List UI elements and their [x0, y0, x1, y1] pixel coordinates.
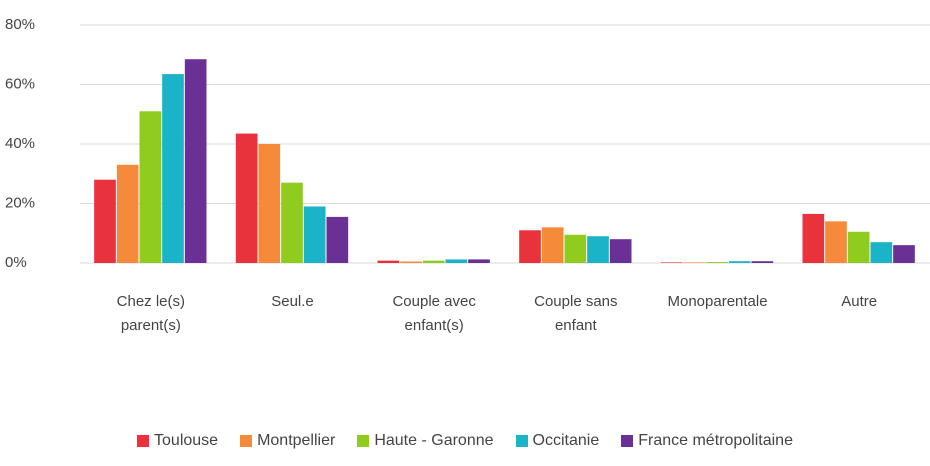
- bar: [162, 74, 184, 264]
- legend-swatch: [515, 435, 528, 447]
- legend-label: Haute - Garonne: [374, 432, 494, 449]
- legend-item: Haute - Garonne: [357, 432, 494, 450]
- bar: [564, 234, 587, 263]
- bar: [825, 221, 847, 263]
- bar: [683, 262, 706, 263]
- legend-item: France métropolitaine: [621, 432, 793, 450]
- x-tick-label: Couple sans enfant: [534, 293, 618, 334]
- legend-swatch: [357, 435, 370, 447]
- y-tick-label: 20%: [5, 194, 35, 211]
- x-tick-label: Couple avec enfant(s): [392, 293, 476, 334]
- legend-item: Occitanie: [515, 432, 600, 450]
- bar: [468, 259, 490, 263]
- bar: [258, 144, 281, 263]
- legend-label: Montpellier: [257, 432, 336, 449]
- bar: [519, 230, 541, 263]
- bar: [706, 262, 728, 263]
- bar: [400, 261, 422, 263]
- bar: [139, 111, 162, 264]
- bar: [802, 213, 825, 263]
- legend-swatch: [137, 435, 150, 447]
- bar: [728, 261, 751, 263]
- legend-swatch: [621, 435, 634, 447]
- legend-label: Occitanie: [532, 432, 600, 449]
- bar: [587, 236, 609, 263]
- legend-label: Toulouse: [154, 432, 219, 449]
- y-tick-label: 80%: [5, 16, 35, 33]
- y-tick-label: 60%: [5, 75, 35, 92]
- plot: 0% 20% 40% 60% 80%: [5, 16, 930, 271]
- bar: [116, 164, 139, 263]
- bar: [541, 227, 564, 263]
- x-tick-label: Autre: [841, 293, 878, 310]
- bar: [303, 206, 326, 263]
- bar: [281, 182, 303, 263]
- bar: [609, 239, 632, 263]
- bar: [660, 262, 683, 263]
- legend-item: Montpellier: [240, 432, 335, 450]
- legend-swatch: [240, 435, 253, 447]
- bar: [377, 260, 400, 263]
- bar: [94, 179, 116, 263]
- y-tick-label: 0%: [5, 254, 27, 271]
- legend-item: Toulouse: [137, 432, 218, 450]
- x-tick-label: Seul.e: [271, 293, 314, 310]
- bar: [235, 133, 258, 263]
- legend-label: France métropolitaine: [638, 432, 793, 449]
- bar: [326, 216, 349, 263]
- y-tick-label: 40%: [5, 135, 35, 152]
- bar: [847, 231, 870, 263]
- x-tick-label: Monoparentale: [667, 293, 768, 310]
- bar: [422, 260, 445, 263]
- bar: [893, 245, 915, 263]
- bar: [184, 59, 207, 264]
- x-tick-label: Chez le(s) parent(s): [116, 293, 185, 334]
- legend: Toulouse Montpellier Haute - Garonne Occita…: [0, 432, 930, 450]
- bar: [751, 261, 774, 263]
- bar: [445, 259, 468, 263]
- bar: [870, 242, 893, 263]
